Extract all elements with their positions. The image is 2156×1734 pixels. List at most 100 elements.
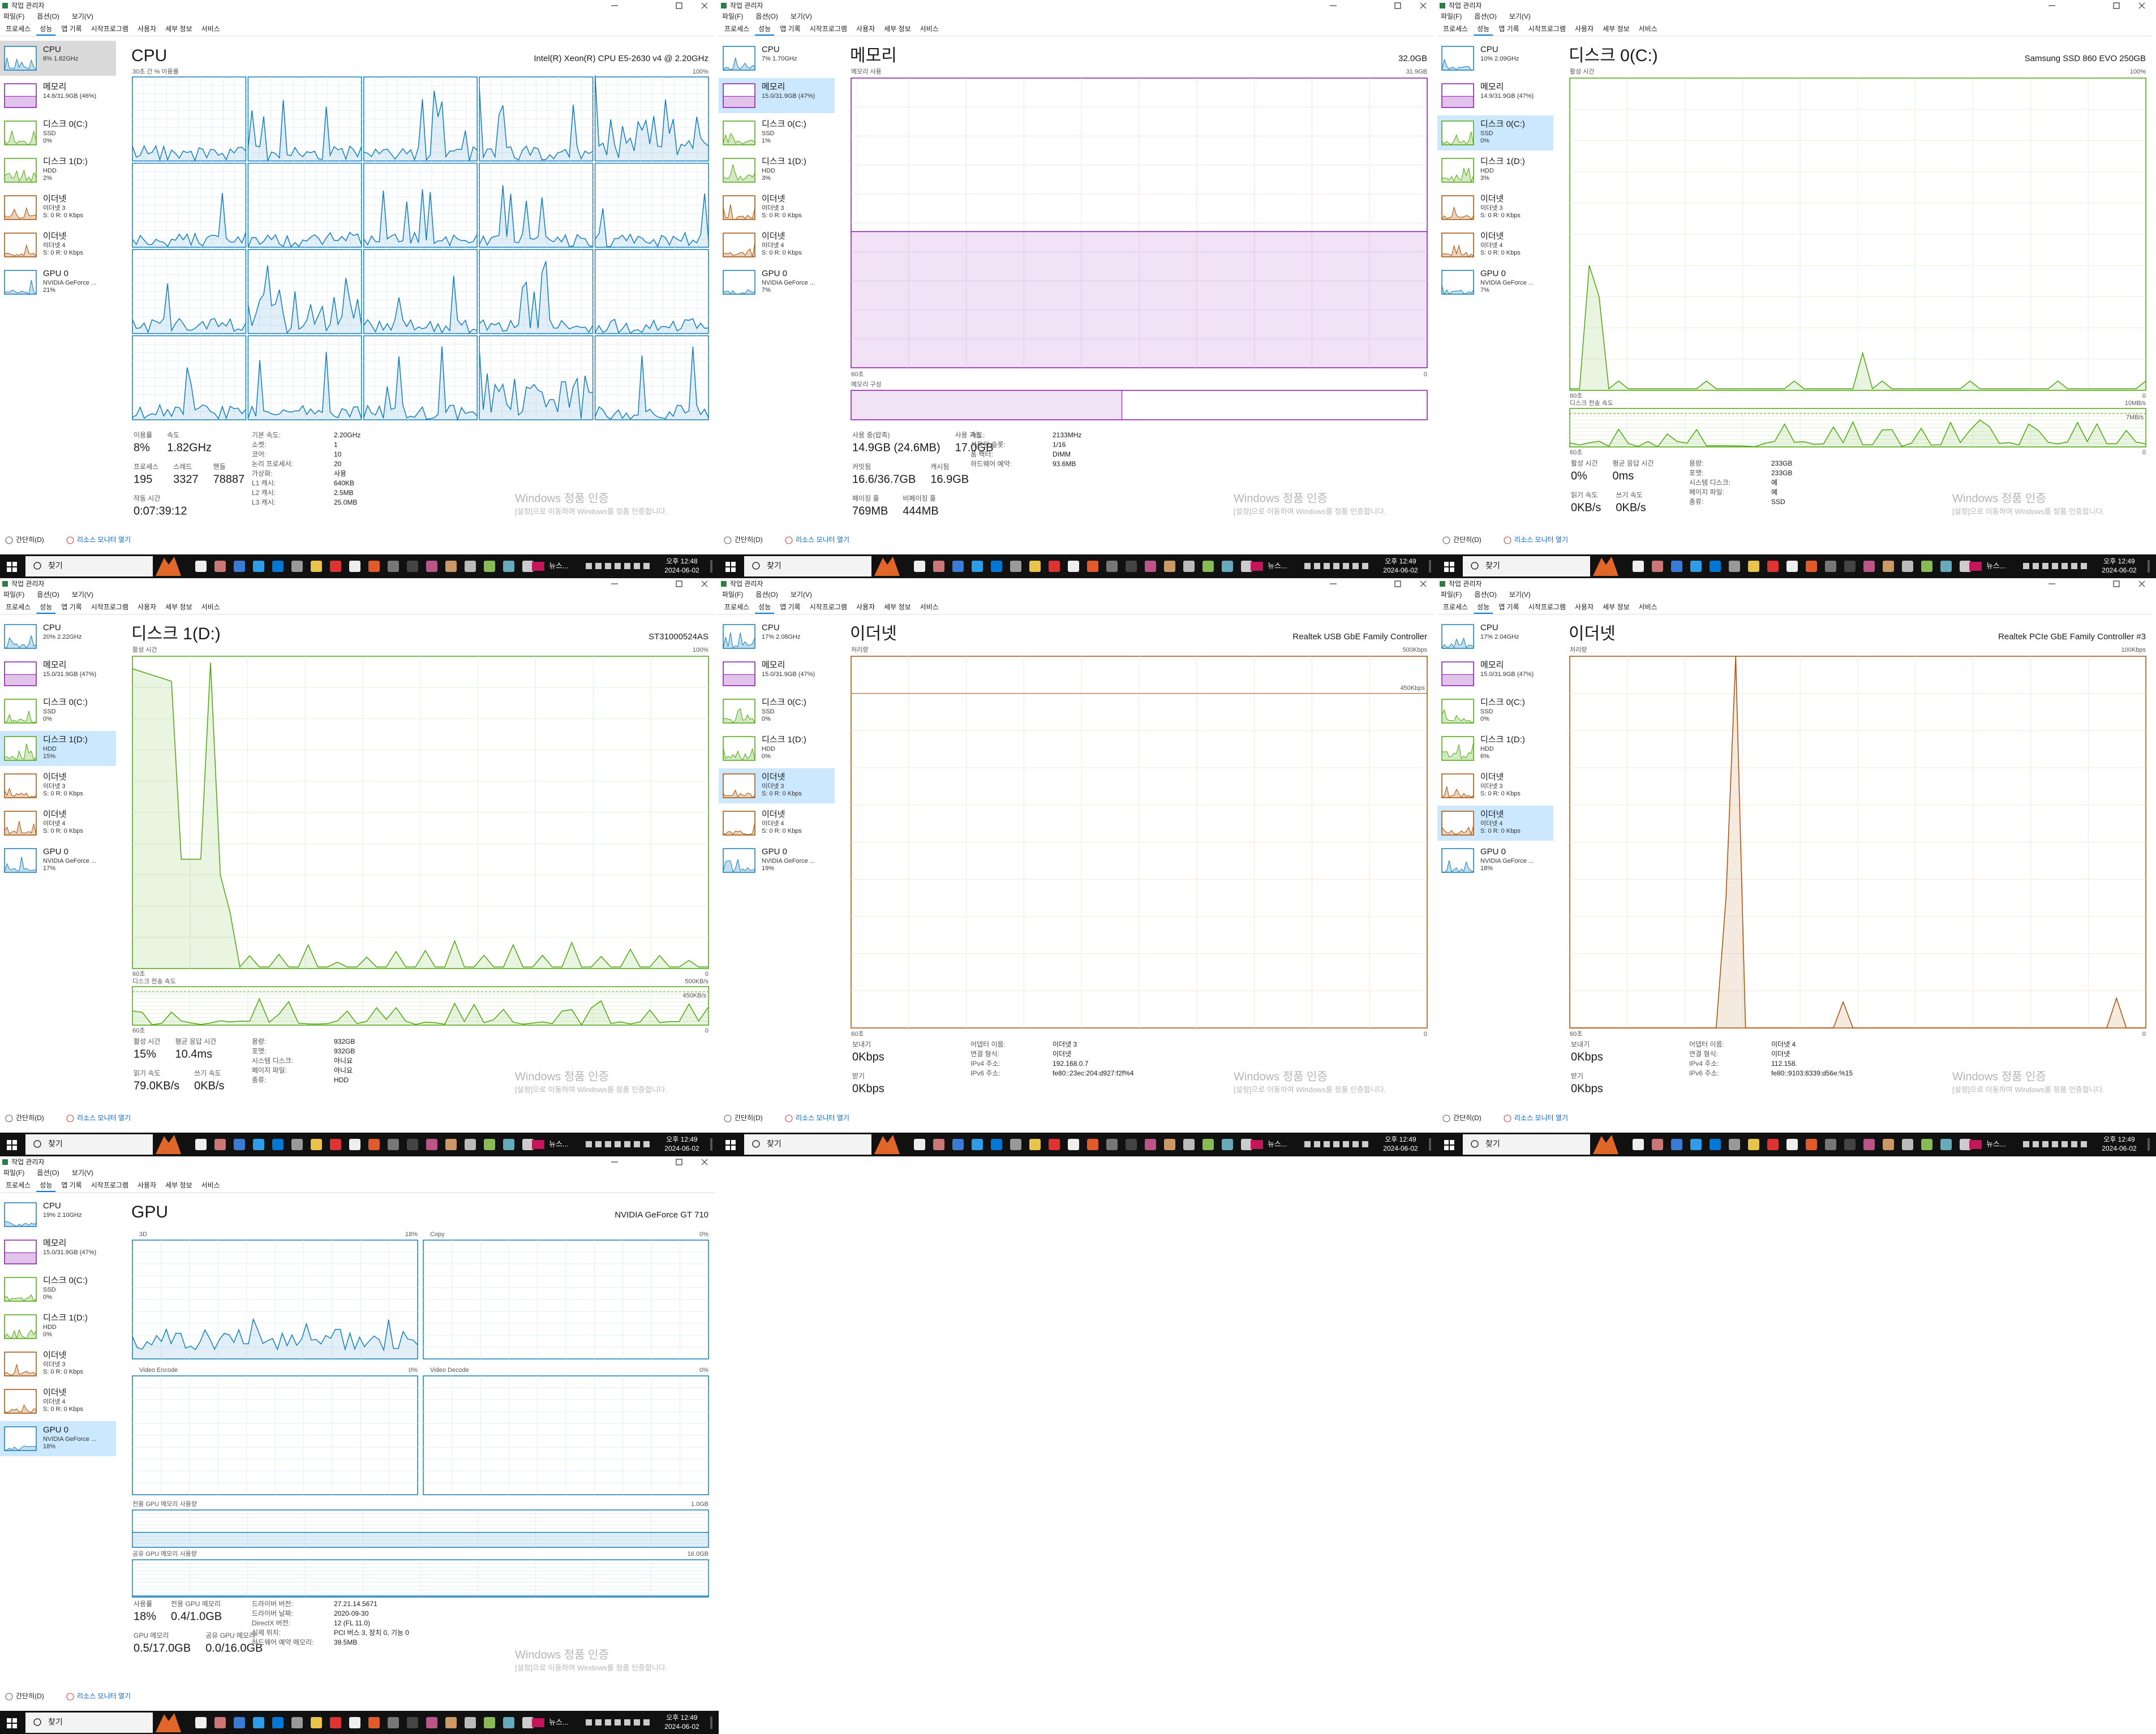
taskbar-app-icon[interactable] bbox=[407, 1717, 418, 1728]
tab[interactable]: 시작프로그램 bbox=[91, 603, 128, 611]
taskbar-app-icon[interactable] bbox=[253, 1717, 264, 1728]
taskbar-app-icon[interactable] bbox=[1806, 561, 1817, 572]
tray-icon[interactable] bbox=[1362, 1141, 1368, 1147]
taskbar-app-icon[interactable] bbox=[1883, 561, 1894, 572]
tray-icon[interactable] bbox=[1333, 1141, 1339, 1147]
taskbar-app-icon[interactable] bbox=[349, 561, 360, 572]
taskbar-app-icon[interactable] bbox=[407, 561, 418, 572]
tray-icon[interactable] bbox=[2071, 1141, 2077, 1147]
taskbar-app-icon[interactable] bbox=[234, 1717, 245, 1728]
taskbar-app-icon[interactable] bbox=[522, 1717, 534, 1728]
footer-link[interactable]: 간단히(D) bbox=[735, 536, 763, 544]
show-desktop[interactable] bbox=[2148, 560, 2150, 573]
tab[interactable]: 시작프로그램 bbox=[91, 25, 128, 33]
start-button[interactable] bbox=[7, 1724, 11, 1728]
taskbar-app-icon[interactable] bbox=[330, 1139, 341, 1150]
taskbar-app-icon[interactable] bbox=[522, 561, 534, 572]
news-icon[interactable] bbox=[1969, 562, 1982, 571]
tray-icon[interactable] bbox=[1304, 1141, 1311, 1147]
tab[interactable]: 프로세스 bbox=[1443, 603, 1468, 611]
footer-link[interactable]: 리소스 모니터 열기 bbox=[77, 1692, 131, 1700]
taskbar-app-icon[interactable] bbox=[465, 1139, 476, 1150]
taskbar-app-icon[interactable] bbox=[1902, 1139, 1913, 1150]
taskbar-app-icon[interactable] bbox=[952, 561, 964, 572]
tab[interactable]: 프로세스 bbox=[1443, 25, 1468, 33]
news-icon[interactable] bbox=[532, 1140, 544, 1149]
taskbar-app-icon[interactable] bbox=[272, 1139, 284, 1150]
tray-icon[interactable] bbox=[2023, 1141, 2029, 1147]
taskbar-app-icon[interactable] bbox=[195, 1139, 207, 1150]
taskbar-app-icon[interactable] bbox=[445, 1139, 457, 1150]
taskbar-app-icon[interactable] bbox=[311, 1717, 322, 1728]
menu-item[interactable]: 옵션(O) bbox=[37, 12, 59, 20]
taskbar-app-icon[interactable] bbox=[234, 1139, 245, 1150]
tab[interactable]: 세부 정보 bbox=[884, 25, 911, 33]
start-button[interactable] bbox=[731, 562, 736, 566]
start-button[interactable] bbox=[7, 1718, 11, 1723]
start-button[interactable] bbox=[7, 562, 11, 566]
taskbar-app-icon[interactable] bbox=[1921, 1139, 1932, 1150]
taskbar-app-icon[interactable] bbox=[1710, 561, 1721, 572]
taskbar-app-icon[interactable] bbox=[195, 1717, 207, 1728]
window-control[interactable] bbox=[701, 580, 708, 587]
search-box[interactable] bbox=[744, 556, 871, 576]
tab[interactable]: 서비스 bbox=[201, 25, 220, 33]
taskbar-app-icon[interactable] bbox=[426, 1717, 437, 1728]
taskbar-app-icon[interactable] bbox=[1844, 561, 1856, 572]
tab[interactable]: 성능 bbox=[40, 1181, 52, 1189]
taskbar-app-icon[interactable] bbox=[1222, 1139, 1233, 1150]
taskbar-app-icon[interactable] bbox=[484, 1139, 495, 1150]
menu-item[interactable]: 파일(F) bbox=[722, 12, 743, 20]
taskbar-app-icon[interactable] bbox=[1767, 561, 1779, 572]
menu-item[interactable]: 보기(V) bbox=[1509, 591, 1531, 599]
taskbar-app-icon[interactable] bbox=[1844, 1139, 1856, 1150]
taskbar-app-icon[interactable] bbox=[465, 1717, 476, 1728]
taskbar-app-icon[interactable] bbox=[1806, 1139, 1817, 1150]
taskbar-app-icon[interactable] bbox=[914, 1139, 925, 1150]
taskbar-app-icon[interactable] bbox=[1825, 561, 1836, 572]
footer-link[interactable]: 리소스 모니터 열기 bbox=[796, 536, 849, 544]
tab[interactable]: 프로세스 bbox=[6, 1181, 31, 1189]
tray-icon[interactable] bbox=[624, 563, 630, 569]
taskbar-app-icon[interactable] bbox=[1690, 561, 1702, 572]
taskbar-app-icon[interactable] bbox=[407, 1139, 418, 1150]
taskbar-app-icon[interactable] bbox=[1883, 1139, 1894, 1150]
menu-item[interactable]: 옵션(O) bbox=[37, 1169, 59, 1177]
tray-icon[interactable] bbox=[586, 1141, 592, 1147]
tab[interactable]: 앱 기록 bbox=[61, 25, 81, 33]
tab[interactable]: 프로세스 bbox=[6, 603, 31, 611]
sidebar-item[interactable]: CPU 20% 2.22GHz bbox=[4, 623, 81, 649]
taskbar-app-icon[interactable] bbox=[1940, 561, 1952, 572]
start-button[interactable] bbox=[1444, 562, 1449, 566]
taskbar-app-icon[interactable] bbox=[368, 1139, 380, 1150]
news-icon[interactable] bbox=[532, 562, 544, 571]
tab[interactable]: 서비스 bbox=[1639, 25, 1657, 33]
taskbar-app-icon[interactable] bbox=[195, 561, 207, 572]
tray-icon[interactable] bbox=[2071, 563, 2077, 569]
taskbar-app-icon[interactable] bbox=[484, 561, 495, 572]
tray-icon[interactable] bbox=[2033, 563, 2039, 569]
window-control[interactable] bbox=[1394, 580, 1401, 587]
window-control[interactable] bbox=[676, 1159, 682, 1165]
tray-icon[interactable] bbox=[605, 1141, 611, 1147]
show-desktop[interactable] bbox=[710, 1716, 712, 1729]
taskbar-app-icon[interactable] bbox=[465, 561, 476, 572]
start-button[interactable] bbox=[731, 567, 736, 572]
tab[interactable]: 앱 기록 bbox=[61, 603, 81, 611]
taskbar-app-icon[interactable] bbox=[991, 561, 1002, 572]
tray-icon[interactable] bbox=[1314, 1141, 1320, 1147]
tab[interactable]: 사용자 bbox=[138, 25, 156, 33]
taskbar-app-icon[interactable] bbox=[311, 561, 322, 572]
tab[interactable]: 앱 기록 bbox=[780, 603, 800, 611]
start-button[interactable] bbox=[1444, 1146, 1449, 1150]
